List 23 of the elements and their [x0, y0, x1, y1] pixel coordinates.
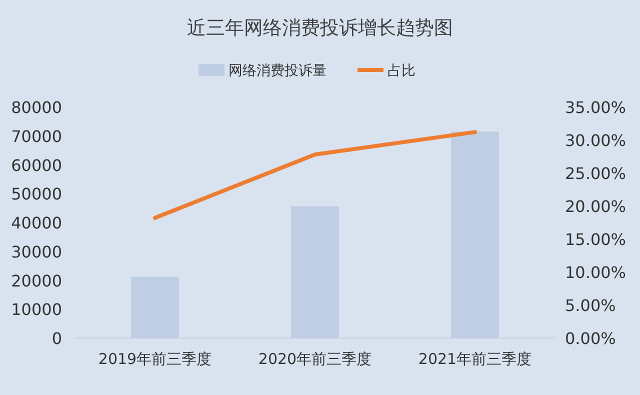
y-tick-label: 50000 [11, 184, 62, 204]
x-tick-label: 2019年前三季度 [98, 350, 212, 368]
legend-label: 占比 [388, 63, 416, 79]
chart-title: 近三年网络消费投诉增长趋势图 [187, 17, 453, 39]
x-tick-label: 2020年前三季度 [258, 350, 372, 368]
y-tick-label: 0 [52, 329, 62, 348]
y2-tick-label: 35.00% [565, 98, 626, 117]
legend-label: 网络消费投诉量 [228, 63, 326, 79]
y2-tick-label: 0.00% [565, 329, 616, 348]
y2-tick-label: 5.00% [565, 296, 616, 315]
y-tick-label: 70000 [11, 126, 62, 146]
y2-tick-label: 25.00% [565, 164, 626, 183]
y-tick-label: 40000 [11, 214, 62, 232]
y2-tick-label: 10.00% [565, 263, 626, 282]
y2-tick-label: 15.00% [565, 230, 626, 249]
y-tick-label: 60000 [11, 156, 62, 175]
x-tick-label: 2021年前三季度 [418, 350, 532, 368]
y2-tick-label: 30.00% [565, 131, 626, 150]
y-tick-label: 20000 [11, 271, 62, 290]
y-tick-label: 30000 [11, 242, 62, 262]
y2-tick-label: 20.00% [565, 197, 626, 216]
y-tick-label: 80000 [11, 98, 62, 117]
y-tick-label: 10000 [11, 300, 62, 320]
